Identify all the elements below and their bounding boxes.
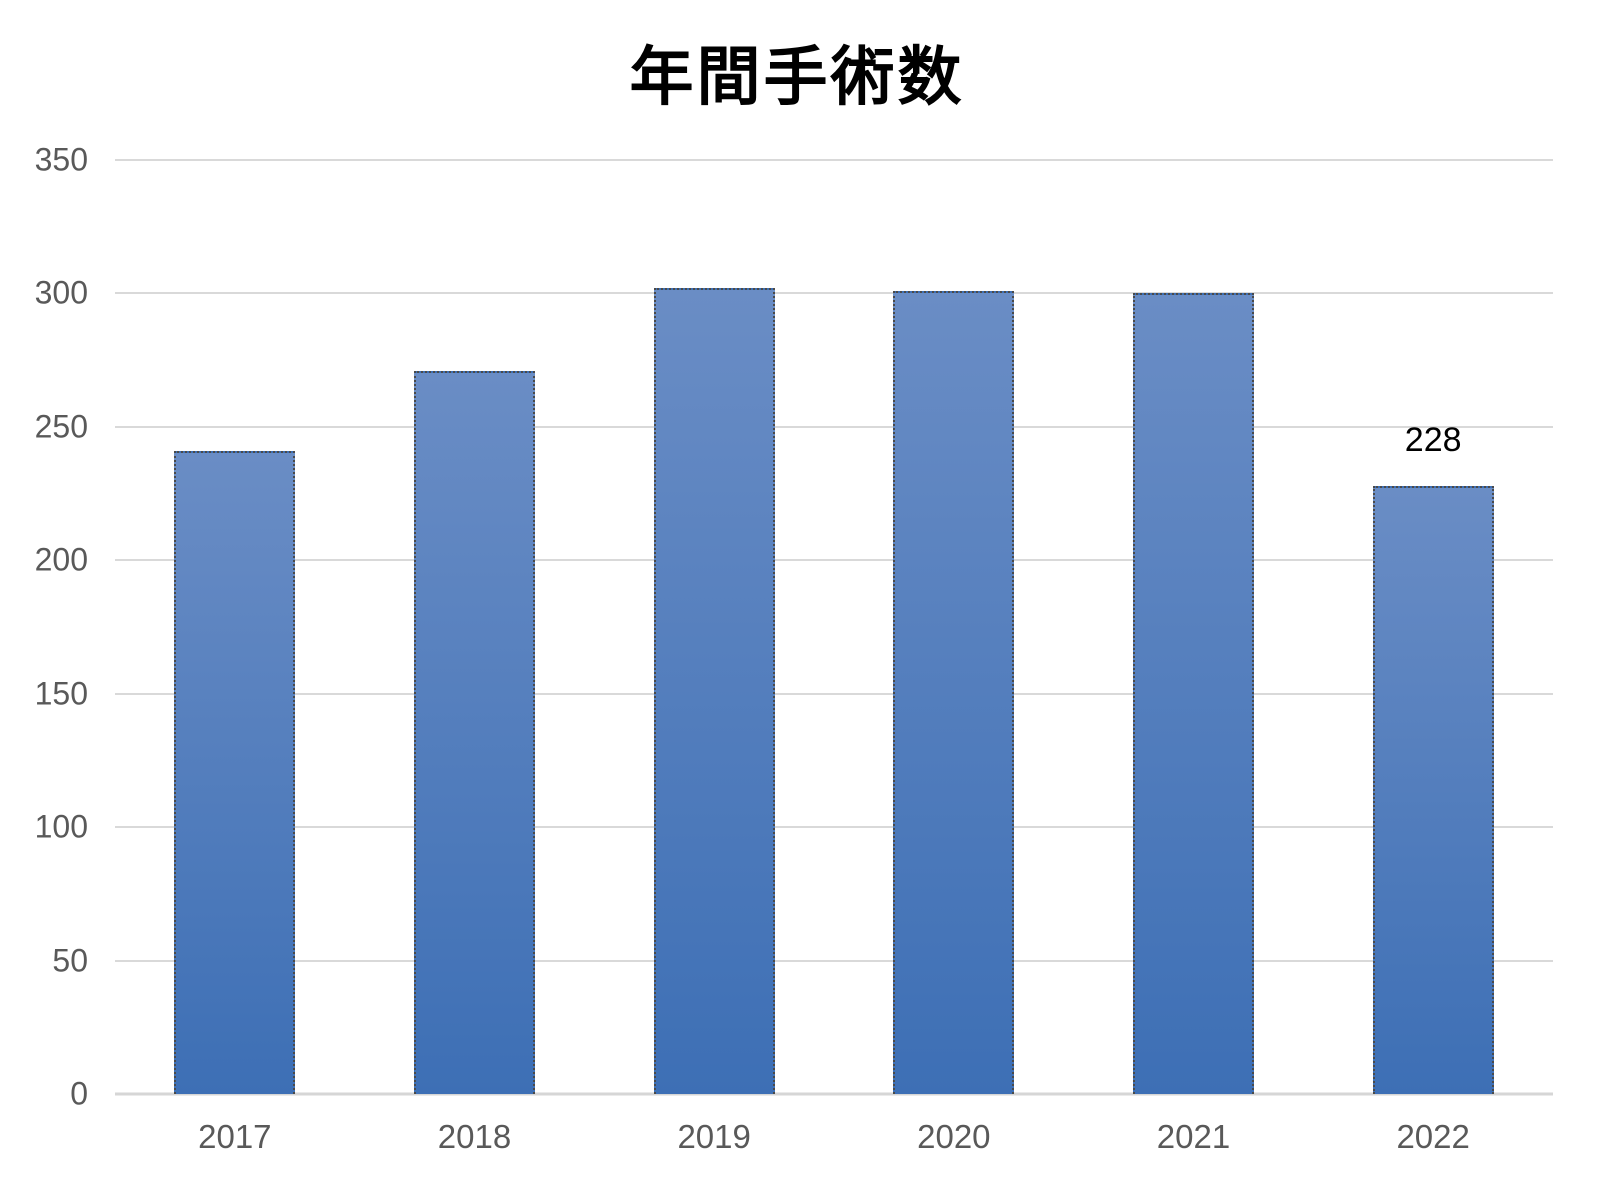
y-tick-label-100: 100 (34, 808, 88, 845)
x-tick-label-2017: 2017 (198, 1118, 272, 1155)
bar-2018 (414, 370, 535, 1094)
y-tick-label-300: 300 (34, 274, 88, 311)
x-tick-label-2020: 2020 (917, 1118, 991, 1155)
x-axis-line (115, 1092, 1553, 1096)
gridline-250 (115, 425, 1553, 428)
y-tick-label-150: 150 (34, 675, 88, 712)
gridline-200 (115, 559, 1553, 562)
gridline-50 (115, 959, 1553, 962)
gridline-150 (115, 692, 1553, 695)
x-tick-label-2019: 2019 (677, 1118, 751, 1155)
gridline-350 (115, 159, 1553, 161)
y-tick-label-200: 200 (34, 541, 88, 578)
bar-2020 (893, 290, 1015, 1094)
x-tick-label-2022: 2022 (1396, 1118, 1470, 1155)
x-axis-labels: 2017 2018 2019 2020 2021 2022 (115, 1118, 1553, 1174)
data-label-2022: 228 (1404, 420, 1462, 459)
bar-2019 (653, 288, 775, 1094)
gridline-300 (115, 292, 1553, 295)
bar-2017 (174, 450, 296, 1094)
y-axis-labels: 0 50 100 150 200 250 300 350 (0, 142, 88, 1112)
x-tick-label-2021: 2021 (1156, 1118, 1231, 1155)
chart-title: 年間手術数 (629, 41, 965, 113)
y-tick-label-50: 50 (52, 942, 88, 979)
bar-2022 (1372, 485, 1494, 1094)
x-tick-label-2018: 2018 (437, 1118, 512, 1155)
bar-2021 (1133, 293, 1254, 1094)
y-tick-label-350: 350 (34, 141, 88, 178)
y-tick-label-250: 250 (34, 408, 88, 445)
y-tick-label-0: 0 (70, 1075, 88, 1112)
plot-area: 228 (115, 159, 1553, 1096)
gridline-100 (115, 826, 1553, 829)
